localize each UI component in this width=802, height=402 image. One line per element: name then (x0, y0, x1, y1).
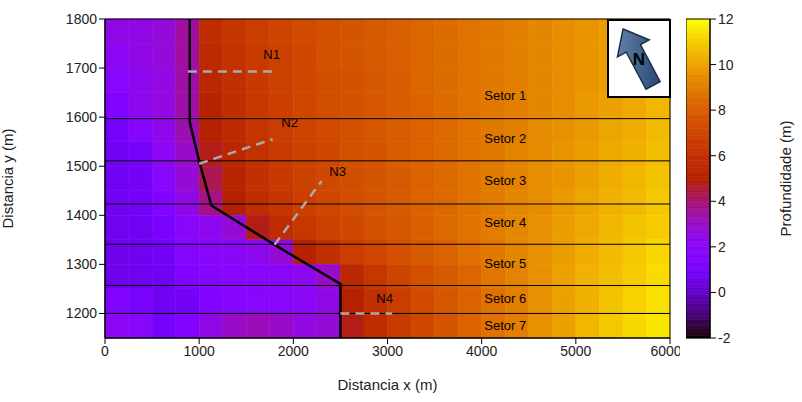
svg-text:8: 8 (718, 102, 726, 118)
svg-text:N2: N2 (281, 115, 298, 130)
svg-text:1200: 1200 (66, 305, 97, 321)
svg-text:-2: -2 (718, 330, 731, 346)
svg-text:4: 4 (718, 193, 726, 209)
svg-text:10: 10 (718, 57, 734, 73)
svg-text:1400: 1400 (66, 207, 97, 223)
svg-text:Setor 1: Setor 1 (484, 88, 526, 103)
svg-text:N: N (633, 50, 645, 69)
svg-text:1800: 1800 (66, 11, 97, 27)
svg-text:1300: 1300 (66, 256, 97, 272)
svg-text:Distancia y (m): Distancia y (m) (8, 128, 16, 228)
svg-text:2: 2 (718, 239, 726, 255)
svg-text:0: 0 (101, 343, 109, 359)
svg-text:Setor 2: Setor 2 (484, 131, 526, 146)
svg-text:4000: 4000 (466, 343, 497, 359)
svg-text:N1: N1 (263, 47, 280, 62)
svg-text:Setor 4: Setor 4 (484, 215, 526, 230)
svg-text:5000: 5000 (560, 343, 591, 359)
svg-text:Setor 5: Setor 5 (484, 256, 526, 271)
svg-text:N4: N4 (376, 291, 393, 306)
svg-text:6000: 6000 (650, 343, 680, 359)
svg-text:2000: 2000 (278, 343, 309, 359)
svg-text:Setor 6: Setor 6 (484, 291, 526, 306)
svg-text:1000: 1000 (184, 343, 215, 359)
svg-text:Profundidade (m): Profundidade (m) (777, 121, 794, 237)
svg-text:Distancia x (m): Distancia x (m) (337, 376, 437, 393)
svg-text:Setor 7: Setor 7 (484, 318, 526, 333)
svg-text:12: 12 (718, 11, 734, 27)
svg-text:3000: 3000 (372, 343, 403, 359)
svg-text:Setor 3: Setor 3 (484, 173, 526, 188)
svg-text:N3: N3 (329, 164, 346, 179)
svg-text:0: 0 (718, 284, 726, 300)
svg-text:1700: 1700 (66, 60, 97, 76)
svg-text:1500: 1500 (66, 158, 97, 174)
svg-text:6: 6 (718, 148, 726, 164)
svg-text:1600: 1600 (66, 109, 97, 125)
